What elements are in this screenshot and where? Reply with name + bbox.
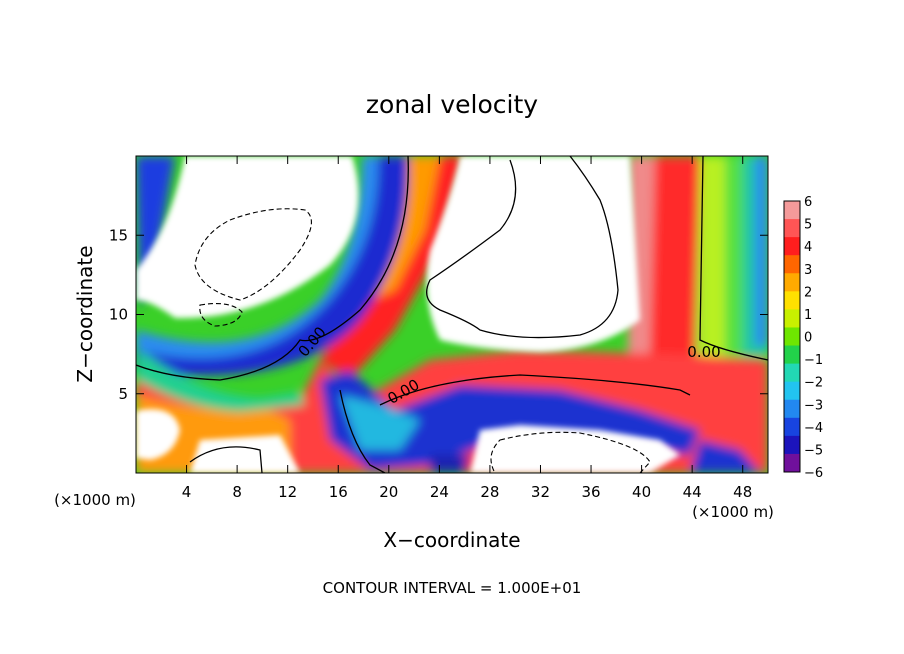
x-axis-ticks: 4 8 12 16 20 24 28 32 36 40 44 48 (182, 156, 752, 501)
colorbar-tick-label: 5 (804, 218, 812, 233)
x-axis-label: X−coordinate (383, 528, 520, 552)
y-tick-label: 10 (109, 306, 128, 324)
y-axis-label: Z−coordinate (73, 245, 97, 382)
x-tick-label: 24 (430, 483, 449, 501)
colorbar-swatch (784, 381, 800, 401)
colorbar-swatch (784, 201, 800, 220)
x-tick-label: 4 (182, 483, 192, 501)
x-tick-label: 48 (733, 483, 752, 501)
colorbar-swatch (784, 435, 800, 455)
colorbar-tick-label: −4 (804, 421, 823, 436)
colorbar-tick-label: 2 (804, 285, 812, 300)
contour-label-3: 0.00 (687, 343, 720, 361)
colorbar-tick-label: −3 (804, 398, 823, 413)
colorbar-frame (783, 200, 801, 473)
colorbar-tick-label: −6 (804, 466, 823, 481)
x-tick-label: 28 (480, 483, 499, 501)
x-tick-label: 16 (329, 483, 348, 501)
x-tick-label: 32 (531, 483, 550, 501)
colorbar-tick-label: −2 (804, 376, 823, 391)
y-tick-label: 15 (109, 226, 128, 244)
colorbar-swatch (784, 399, 800, 419)
colorbar-swatch (784, 291, 800, 310)
x-tick-label: 20 (379, 483, 398, 501)
x-axis-unit-left: (×1000 m) (54, 491, 136, 509)
colorbar-tick-label: 4 (804, 240, 812, 255)
colorbar-swatch (784, 453, 800, 473)
colorbar-swatch (784, 327, 800, 347)
colorbar-swatch (784, 255, 800, 274)
x-tick-label: 44 (683, 483, 702, 501)
x-axis-unit-right: (×1000 m) (692, 503, 774, 521)
colorbar-tick-label: −1 (804, 353, 823, 368)
velocity-field (136, 156, 768, 473)
colorbar-swatch (784, 237, 800, 256)
colorbar-swatch (784, 273, 800, 292)
colorbar-swatch (784, 309, 800, 328)
x-tick-label: 8 (232, 483, 242, 501)
chart-title: zonal velocity (366, 90, 538, 119)
x-tick-label: 40 (632, 483, 651, 501)
colorbar-swatch (784, 417, 800, 437)
x-tick-label: 12 (278, 483, 297, 501)
colorbar-swatch (784, 363, 800, 383)
x-tick-label: 36 (581, 483, 600, 501)
colorbar-tick-label: 0 (804, 331, 812, 346)
colorbar-tick-label: 1 (804, 308, 812, 323)
contour-interval-note: CONTOUR INTERVAL = 1.000E+01 (323, 579, 582, 597)
colorbar-swatch (784, 345, 800, 365)
y-axis-ticks: 5 10 15 (109, 226, 768, 403)
colorbar: 6 5 4 3 2 1 0 −1 −2 −3 −4 −5 −6 (783, 195, 823, 481)
colorbar-tick-label: 3 (804, 263, 812, 278)
colorbar-tick-label: −5 (804, 443, 823, 458)
colorbar-tick-label: 6 (804, 195, 812, 210)
y-tick-label: 5 (118, 385, 128, 403)
colorbar-swatch (784, 219, 800, 238)
